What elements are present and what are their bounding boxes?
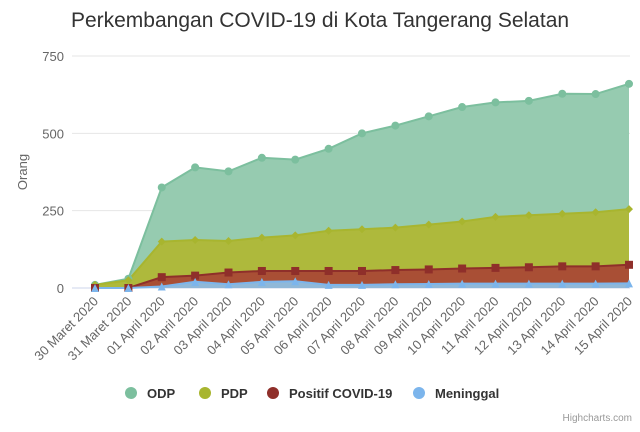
legend-label: ODP	[147, 386, 176, 401]
data-point[interactable]	[458, 264, 467, 273]
legend-item[interactable]: Meninggal	[413, 386, 499, 401]
data-point[interactable]	[391, 223, 400, 232]
data-point[interactable]	[224, 268, 233, 277]
data-point[interactable]	[424, 279, 433, 288]
data-point[interactable]	[358, 129, 366, 138]
data-point[interactable]	[324, 266, 333, 275]
legend-symbol	[125, 387, 137, 399]
y-tick-label: 250	[42, 204, 64, 219]
data-point[interactable]	[591, 279, 600, 288]
data-point[interactable]	[458, 279, 467, 288]
data-point[interactable]	[157, 273, 166, 282]
data-point[interactable]	[625, 260, 633, 269]
data-point[interactable]	[224, 280, 233, 289]
data-point[interactable]	[558, 279, 567, 288]
data-point[interactable]	[191, 236, 200, 245]
y-axis-ticks: 0 250 500 750	[42, 49, 64, 296]
y-tick-label: 750	[42, 49, 64, 64]
data-point[interactable]	[291, 266, 300, 275]
data-point[interactable]	[625, 205, 633, 214]
data-point[interactable]	[391, 280, 400, 289]
data-point[interactable]	[324, 226, 333, 235]
chart-title: Perkembangan COVID-19 di Kota Tangerang …	[71, 9, 569, 32]
data-point[interactable]	[257, 233, 266, 242]
data-point[interactable]	[358, 266, 366, 275]
y-tick-label: 0	[57, 281, 64, 296]
data-point[interactable]	[491, 263, 500, 272]
data-point[interactable]	[157, 183, 166, 192]
data-point[interactable]	[324, 144, 333, 153]
data-point[interactable]	[224, 167, 233, 176]
legend-label: PDP	[221, 386, 248, 401]
data-point[interactable]	[391, 121, 400, 130]
data-point[interactable]	[424, 265, 433, 274]
legend-item[interactable]: Positif COVID-19	[267, 386, 392, 401]
data-point[interactable]	[191, 277, 200, 286]
data-point[interactable]	[358, 225, 366, 234]
data-point[interactable]	[257, 266, 266, 275]
data-point[interactable]	[257, 277, 266, 286]
legend-item[interactable]: PDP	[199, 386, 248, 401]
data-point[interactable]	[558, 209, 567, 218]
data-point[interactable]	[91, 284, 99, 292]
data-point[interactable]	[591, 90, 600, 99]
legend-item[interactable]: ODP	[125, 386, 176, 401]
data-point[interactable]	[524, 263, 533, 272]
data-point[interactable]	[524, 211, 533, 220]
data-point[interactable]	[625, 79, 633, 88]
data-point[interactable]	[324, 280, 333, 289]
data-point[interactable]	[124, 276, 133, 285]
legend-symbol	[413, 387, 425, 399]
data-point[interactable]	[124, 284, 133, 292]
data-point[interactable]	[157, 237, 166, 246]
data-point[interactable]	[524, 96, 533, 105]
data-point[interactable]	[625, 279, 633, 288]
data-point[interactable]	[391, 266, 400, 275]
data-point[interactable]	[458, 103, 467, 112]
data-point[interactable]	[491, 212, 500, 221]
data-point[interactable]	[257, 153, 266, 162]
data-point[interactable]	[424, 112, 433, 121]
data-point[interactable]	[424, 220, 433, 229]
data-point[interactable]	[558, 262, 567, 271]
y-axis-label: Orang	[15, 154, 30, 190]
data-point[interactable]	[191, 271, 200, 280]
data-point[interactable]	[558, 89, 567, 98]
legend-symbol	[199, 387, 211, 399]
data-point[interactable]	[191, 163, 200, 172]
data-point[interactable]	[157, 282, 166, 291]
data-point[interactable]	[491, 279, 500, 288]
legend-label: Positif COVID-19	[289, 386, 392, 401]
legend-symbol	[267, 387, 279, 399]
legend[interactable]: ODP PDP Positif COVID-19 Meninggal	[125, 386, 499, 401]
data-point[interactable]	[591, 262, 600, 271]
credits[interactable]: Highcharts.com	[563, 413, 632, 424]
data-point[interactable]	[224, 236, 233, 245]
y-tick-label: 500	[42, 126, 64, 141]
data-point[interactable]	[291, 277, 300, 286]
data-point[interactable]	[524, 279, 533, 288]
data-point[interactable]	[491, 98, 500, 107]
data-point[interactable]	[458, 217, 467, 226]
series-markers	[91, 79, 633, 292]
series-areas	[94, 82, 630, 289]
legend-label: Meninggal	[435, 386, 499, 401]
data-point[interactable]	[291, 155, 300, 164]
data-point[interactable]	[591, 208, 600, 217]
data-point[interactable]	[291, 231, 300, 240]
data-point[interactable]	[358, 280, 366, 289]
